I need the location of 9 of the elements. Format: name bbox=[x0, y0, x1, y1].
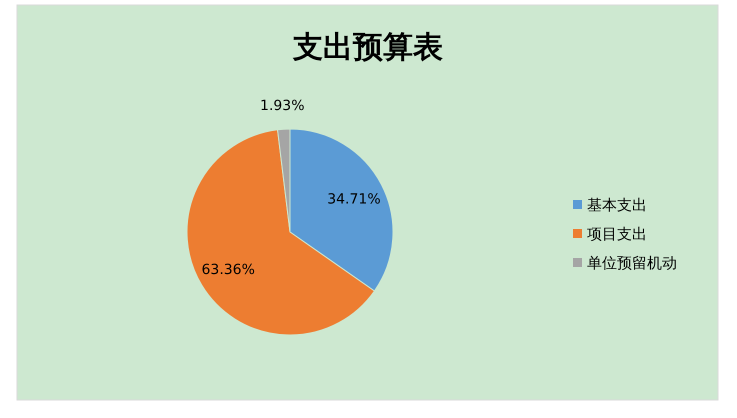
legend-item: 项目支出 bbox=[573, 225, 647, 243]
data-label: 63.36% bbox=[202, 262, 255, 278]
data-label: 1.93% bbox=[260, 98, 305, 114]
legend-item: 单位预留机动 bbox=[573, 254, 677, 272]
data-label: 34.71% bbox=[327, 192, 381, 208]
chart-title: 支出预算表 bbox=[292, 30, 443, 65]
legend-label: 项目支出 bbox=[587, 225, 647, 243]
legend-label: 基本支出 bbox=[587, 196, 647, 214]
legend-item: 基本支出 bbox=[573, 196, 647, 214]
